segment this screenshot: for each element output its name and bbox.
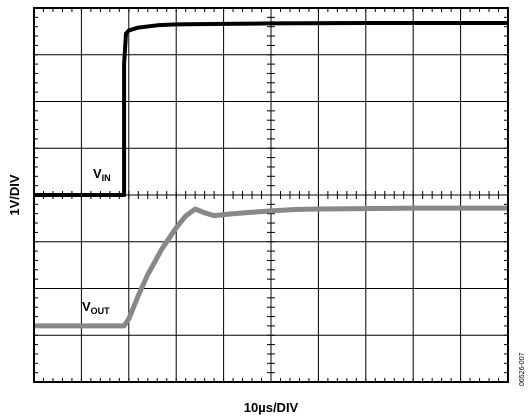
vout-label-sub: OUT <box>91 306 111 316</box>
traces <box>34 21 508 329</box>
y-axis-label: 1V/DIV <box>7 174 22 216</box>
trace-vout <box>34 205 508 329</box>
vout-label-main: V <box>82 299 91 314</box>
plot-frame <box>33 7 509 383</box>
x-axis-label: 10µs/DIV <box>244 400 299 415</box>
trace-vin <box>34 21 508 197</box>
vin-label-sub: IN <box>102 173 111 183</box>
vin-label-main: V <box>93 166 102 181</box>
figure-id: 06526-007 <box>519 352 526 386</box>
vin-label: VIN <box>93 166 111 183</box>
vout-label: VOUT <box>82 299 110 316</box>
